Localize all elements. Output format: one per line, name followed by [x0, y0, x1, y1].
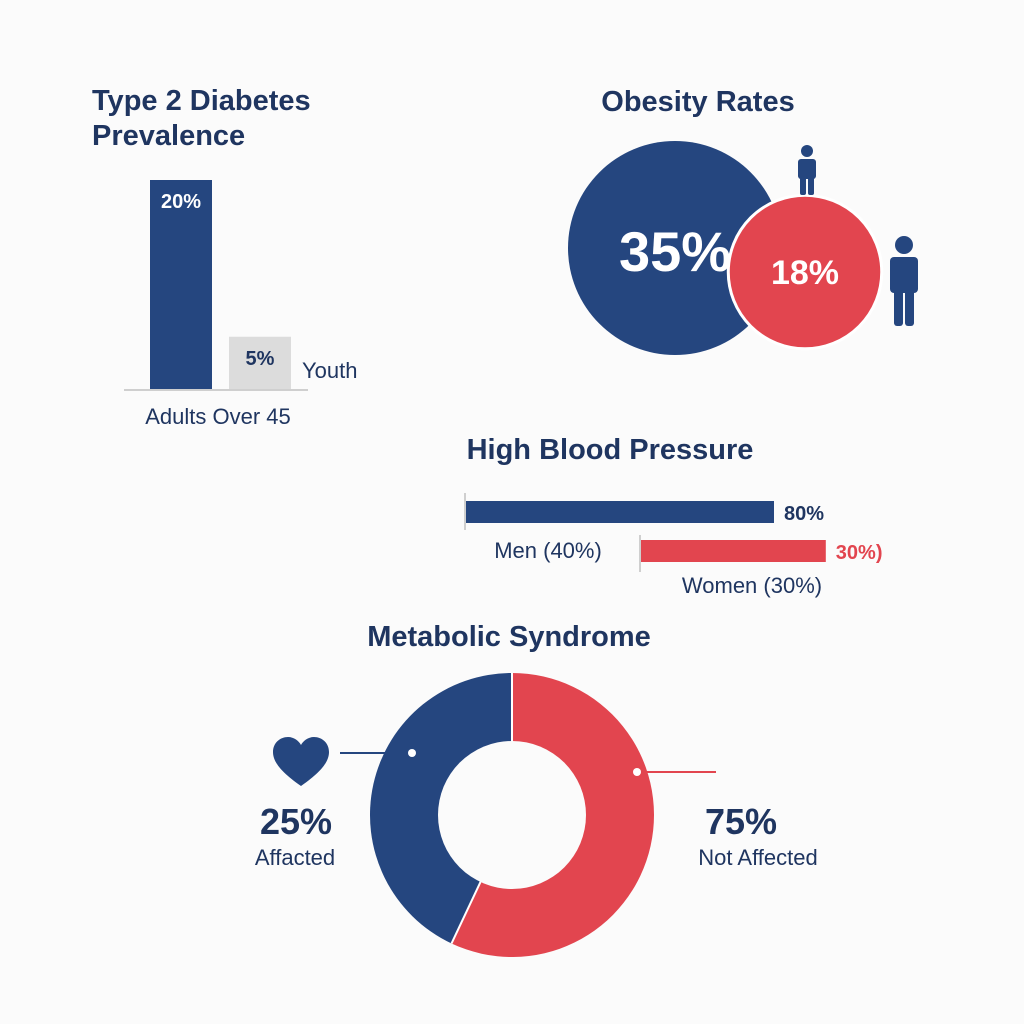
metabolic-title: Metabolic Syndrome: [367, 621, 651, 653]
diabetes-category-adults: Adults Over 45: [145, 404, 291, 429]
diabetes-bar-youth: [229, 336, 291, 389]
diabetes-bar-label-adults: 20%: [161, 191, 201, 213]
person-icon: [798, 145, 816, 195]
blood-pressure-chart: High Blood Pressure 80% 30%) Men (40%) W…: [464, 434, 883, 598]
diabetes-bar-label-youth: 5%: [246, 348, 275, 370]
metabolic-chart: Metabolic Syndrome 25% Affacted 75% Not …: [255, 621, 818, 957]
bp-bar-label-women: 30%): [836, 542, 883, 564]
blood-pressure-title: High Blood Pressure: [467, 434, 754, 466]
diabetes-title-line-1: Type 2 Diabetes: [92, 85, 311, 117]
bp-bar-men: [466, 501, 774, 523]
obesity-chart: Obesity Rates 35% 18%: [568, 86, 918, 355]
not-affected-value: 75%: [705, 801, 777, 842]
obesity-value-small: 18%: [771, 254, 839, 292]
diabetes-bar-adults: [150, 180, 212, 389]
not-affected-label: Not Affected: [698, 845, 817, 870]
not-affected-leader-dot: [633, 768, 641, 776]
donut-hole: [438, 741, 586, 889]
bp-bar-label-men: 80%: [784, 503, 824, 525]
obesity-title: Obesity Rates: [601, 86, 794, 118]
person-icon: [890, 236, 918, 326]
obesity-value-large: 35%: [619, 220, 731, 283]
obesity-bubble-small: [726, 193, 884, 351]
obesity-bubble-large: [568, 141, 782, 355]
heart-icon: [273, 737, 329, 786]
diabetes-category-youth: Youth: [302, 358, 357, 383]
affected-leader-dot: [408, 749, 416, 757]
diabetes-title-line-2: Prevalence: [92, 120, 245, 152]
bp-category-men: Men (40%): [494, 538, 602, 563]
affected-label: Affacted: [255, 845, 335, 870]
diabetes-chart: Type 2 Diabetes Prevalence 20% 5% Adults…: [92, 85, 357, 429]
bp-bar-women: [641, 540, 826, 562]
bp-category-women: Women (30%): [682, 573, 822, 598]
affected-value: 25%: [260, 801, 332, 842]
